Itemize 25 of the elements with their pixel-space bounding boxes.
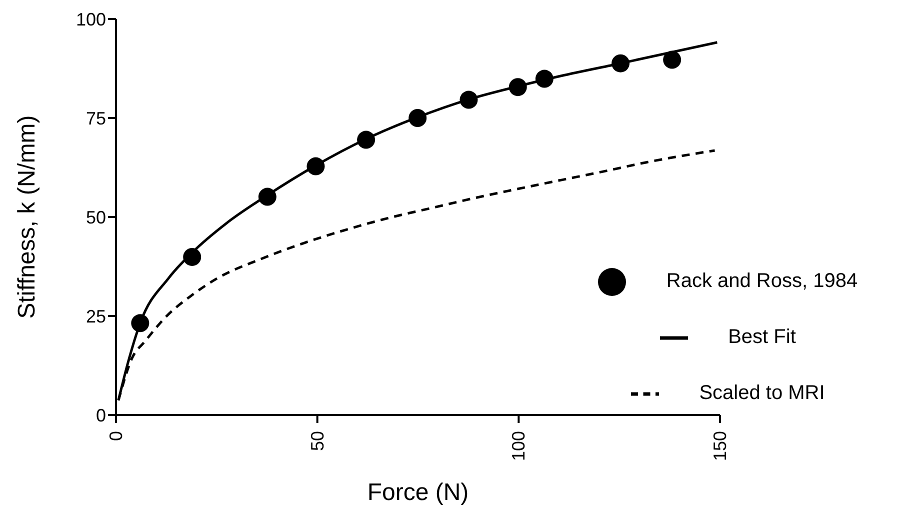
- point: [258, 188, 276, 206]
- y-axis-title: Stiffness, k (N/mm): [14, 115, 41, 319]
- legend-label: Best Fit: [728, 326, 796, 348]
- y-tick-label: 25: [86, 306, 106, 326]
- point: [535, 70, 554, 88]
- point: [460, 90, 478, 109]
- point: [131, 314, 150, 332]
- x-tick-label: 100: [508, 431, 529, 462]
- x-axis-title: Force (N): [367, 479, 469, 506]
- y-tick-label: 75: [86, 108, 106, 128]
- y-tick-label: 100: [76, 9, 106, 30]
- point: [663, 50, 682, 69]
- legend-label: Scaled to MRI: [699, 382, 825, 404]
- legend-label: Rack and Ross, 1984: [666, 270, 858, 292]
- point: [357, 130, 376, 149]
- x-tick-label: 50: [307, 431, 328, 452]
- y-tick-label: 50: [86, 207, 106, 228]
- point: [508, 78, 527, 96]
- point: [183, 248, 202, 266]
- point: [306, 157, 325, 176]
- point: [408, 109, 427, 127]
- point: [612, 54, 630, 72]
- y-tick-label: 0: [96, 405, 106, 426]
- x-tick-label: 0: [106, 431, 126, 442]
- x-tick-label: 150: [710, 431, 730, 462]
